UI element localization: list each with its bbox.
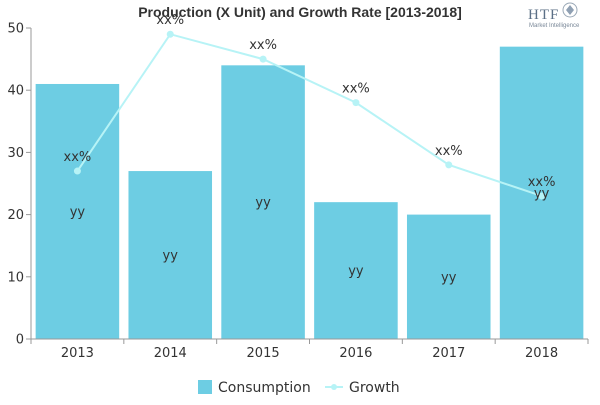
legend-swatch-consumption	[198, 380, 212, 394]
growth-point-2018	[538, 192, 546, 200]
growth-point-2016	[352, 99, 360, 107]
bar-2013	[35, 83, 120, 339]
legend: Consumption Growth	[198, 380, 400, 396]
y-tick-label: 30	[7, 146, 24, 161]
growth-line	[76, 33, 542, 197]
legend-label-consumption: Consumption	[218, 380, 311, 396]
growth-value-label: xx%	[64, 150, 92, 165]
logo-brand: HTF	[528, 7, 559, 23]
y-tick-label: 50	[7, 22, 24, 37]
x-axis: 2013 2014 2015 2016 2017 2018	[30, 338, 589, 361]
x-tick-label: 2016	[339, 346, 372, 361]
y-tick-label: 10	[7, 270, 24, 285]
growth-value-label: xx%	[528, 175, 556, 190]
y-tick-label: 40	[7, 84, 24, 99]
growth-point-2015	[259, 55, 267, 63]
bar-value-label: yy	[163, 249, 179, 264]
bar-series	[35, 46, 584, 339]
bar-value-label: yy	[534, 186, 550, 201]
bar-2015	[221, 65, 305, 339]
bar-2016	[314, 202, 398, 339]
chart-title: Production (X Unit) and Growth Rate [201…	[138, 4, 462, 20]
growth-value-label: xx%	[435, 144, 463, 159]
line-series	[73, 30, 546, 200]
growth-point-2013	[73, 167, 81, 175]
bar-value-label: yy	[255, 196, 271, 211]
legend-swatch-growth-marker	[331, 384, 337, 390]
growth-point-2017	[445, 161, 453, 169]
x-tick-label: 2014	[154, 346, 187, 361]
logo: HTF Market Intelligence	[528, 2, 580, 29]
growth-value-label: xx%	[156, 13, 184, 28]
x-tick-label: 2017	[432, 346, 465, 361]
bar-value-label: yy	[441, 270, 457, 285]
growth-value-label: xx%	[342, 82, 370, 97]
y-tick-label: 20	[7, 208, 24, 223]
growth-point-2014	[166, 30, 174, 38]
bar-2017	[406, 214, 491, 339]
y-axis: 0 10 20 30 40 50	[7, 22, 32, 348]
bar-2014	[128, 171, 213, 339]
bar-value-label: yy	[348, 264, 364, 279]
legend-label-growth: Growth	[349, 380, 400, 396]
x-tick-label: 2013	[61, 346, 94, 361]
y-tick-label: 0	[16, 333, 24, 348]
x-tick-label: 2015	[247, 346, 280, 361]
x-tick-label: 2018	[525, 346, 558, 361]
logo-tagline: Market Intelligence	[529, 23, 580, 29]
bar-value-label: yy	[70, 205, 86, 220]
growth-value-label: xx%	[249, 38, 277, 53]
